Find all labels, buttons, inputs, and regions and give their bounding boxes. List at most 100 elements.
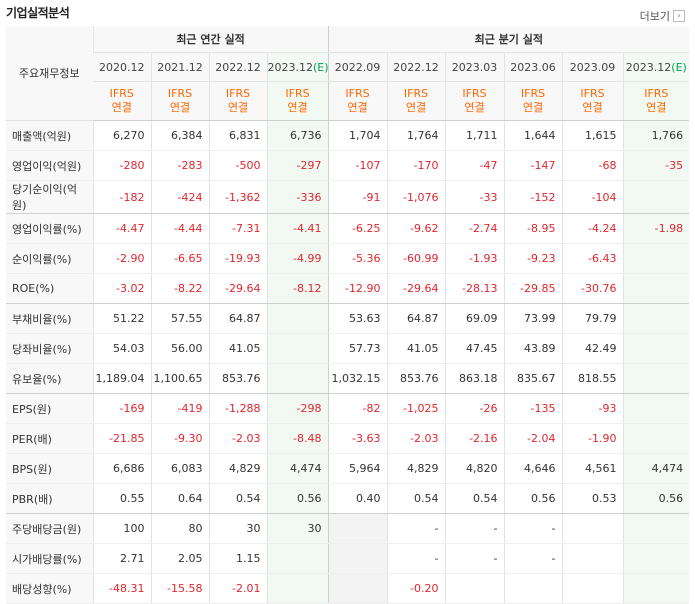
table-cell: -33 xyxy=(444,180,505,214)
table-cell: -424 xyxy=(150,180,209,214)
period-header: 2022.09 xyxy=(327,52,388,82)
table-cell: -6.43 xyxy=(561,243,624,274)
table-cell xyxy=(266,543,329,574)
table-cell xyxy=(622,180,690,214)
table-cell: 57.55 xyxy=(150,303,209,334)
table-cell: 47.45 xyxy=(444,333,505,364)
table-cell: 1,766 xyxy=(622,120,690,151)
table-row: 순이익률(%) -2.90 -6.65 -19.93 -4.99 -5.36 -60.99-… xyxy=(6,243,690,274)
table-cell: 0.54 xyxy=(444,483,505,514)
row-label: 순이익률(%) xyxy=(6,243,93,274)
table-cell: - xyxy=(444,543,505,574)
basis-header: IFRS 연결 xyxy=(386,81,446,121)
table-cell: -6.65 xyxy=(150,243,209,274)
table-cell: -104 xyxy=(561,180,624,214)
table-cell: -35 xyxy=(622,150,690,181)
table-cell: 80 xyxy=(150,513,209,544)
table-cell xyxy=(622,513,690,544)
table-row: 당기순이익(억원) -182 -424 -1,362 -336 -91 -1,076 -33-… xyxy=(6,180,690,214)
table-cell: 4,646 xyxy=(503,453,563,484)
table-cell: 51.22 xyxy=(92,303,151,334)
table-cell: -283 xyxy=(150,150,209,181)
group-header-quarterly: 최근 분기 실적 xyxy=(327,26,690,53)
table-cell: -182 xyxy=(92,180,151,214)
table-cell: 6,384 xyxy=(150,120,209,151)
table-cell: 6,736 xyxy=(266,120,329,151)
table-cell: -19.93 xyxy=(208,243,267,274)
table-cell: -1,076 xyxy=(386,180,446,214)
table-cell: 4,829 xyxy=(386,453,446,484)
table-cell: -107 xyxy=(327,150,388,181)
table-cell: 4,820 xyxy=(444,453,505,484)
table-cell: -2.04 xyxy=(503,423,563,454)
period-label: 2022.09 xyxy=(334,60,381,74)
table-cell: -60.99 xyxy=(386,243,446,274)
table-row: 부채비율(%) 51.22 57.55 64.87 53.63 64.87 69.09 73.… xyxy=(6,303,690,334)
table-cell: 2.71 xyxy=(92,543,151,574)
table-cell: -1.90 xyxy=(561,423,624,454)
table-cell xyxy=(503,573,563,604)
table-cell: 0.56 xyxy=(503,483,563,514)
estimate-marker: (E) xyxy=(313,60,329,74)
table-cell: -29.64 xyxy=(386,273,446,304)
table-cell: -21.85 xyxy=(92,423,151,454)
financial-table: 주요재무정보 최근 연간 실적 최근 분기 실적 2020.12 2021.12 2022… xyxy=(6,26,690,604)
more-link[interactable]: 더보기 › xyxy=(640,8,685,24)
table-row: 유보율(%) 1,189.04 1,100.65 853.76 1,032.15 853.… xyxy=(6,363,690,394)
table-cell: 42.49 xyxy=(561,333,624,364)
table-cell: -82 xyxy=(327,393,388,424)
period-label: 2023.03 xyxy=(451,60,498,74)
basis-standard: IFRS xyxy=(403,87,429,100)
basis-consolidation: 연결 xyxy=(287,101,308,114)
basis-header: IFRS 연결 xyxy=(444,81,505,121)
table-cell: 1,644 xyxy=(503,120,563,151)
table-row: ROE(%) -3.02 -8.22 -29.64 -8.12 -12.90 -29.64-… xyxy=(6,273,690,304)
table-cell: 56.00 xyxy=(150,333,209,364)
table-cell: -2.03 xyxy=(208,423,267,454)
table-cell: 6,083 xyxy=(150,453,209,484)
basis-consolidation: 연결 xyxy=(646,101,667,114)
table-cell xyxy=(622,573,690,604)
table-row: 당좌비율(%) 54.03 56.00 41.05 57.73 41.05 47.45 43.… xyxy=(6,333,690,364)
table-cell: 64.87 xyxy=(386,303,446,334)
period-label: 2020.12 xyxy=(99,60,145,74)
table-row: 시가배당률(%) 2.71 2.05 1.15- - - xyxy=(6,543,690,574)
period-header: 2022.12 xyxy=(386,52,446,82)
table-cell: -500 xyxy=(208,150,267,181)
table-row: EPS(원) -169 -419 -1,288 -298 -82 -1,025 -26 -135… xyxy=(6,393,690,424)
table-cell: -8.48 xyxy=(266,423,329,454)
period-header: 2022.12 xyxy=(208,52,267,82)
table-cell: -2.01 xyxy=(208,573,267,604)
table-cell: 853.76 xyxy=(386,363,446,394)
table-cell: 835.67 xyxy=(503,363,563,394)
basis-header: IFRS 연결 xyxy=(266,81,329,121)
table-cell xyxy=(622,273,690,304)
table-cell: -152 xyxy=(503,180,563,214)
table-row: 영업이익(억원) -280 -283 -500 -297 -107 -170 -47 -147-… xyxy=(6,150,690,181)
basis-consolidation: 연결 xyxy=(582,101,603,114)
table-cell xyxy=(327,573,388,604)
period-header: 2020.12 xyxy=(93,52,151,82)
period-label: 2021.12 xyxy=(157,60,203,74)
table-cell: -2.03 xyxy=(386,423,446,454)
table-cell: -8.22 xyxy=(150,273,209,304)
table-cell: 54.03 xyxy=(92,333,151,364)
table-cell xyxy=(444,573,505,604)
table-cell: - xyxy=(503,513,563,544)
table-cell: -4.41 xyxy=(266,213,329,244)
table-cell: -2.74 xyxy=(444,213,505,244)
table-cell xyxy=(561,543,624,574)
basis-consolidation: 연결 xyxy=(464,101,485,114)
basis-header: IFRS 연결 xyxy=(503,81,563,121)
financial-summary-panel: 기업실적분석 더보기 › 주요재무정보 최근 연간 실적 최근 분기 실적 2020.… xyxy=(6,6,690,604)
basis-consolidation: 연결 xyxy=(347,101,368,114)
row-label: ROE(%) xyxy=(6,273,93,304)
row-label: EPS(원) xyxy=(6,393,93,424)
table-cell: 1.15 xyxy=(208,543,267,574)
table-cell: 0.53 xyxy=(561,483,624,514)
period-label: 2023.09 xyxy=(569,60,616,74)
table-cell: -2.16 xyxy=(444,423,505,454)
table-cell: -8.12 xyxy=(266,273,329,304)
table-cell: 57.73 xyxy=(327,333,388,364)
table-cell xyxy=(622,423,690,454)
